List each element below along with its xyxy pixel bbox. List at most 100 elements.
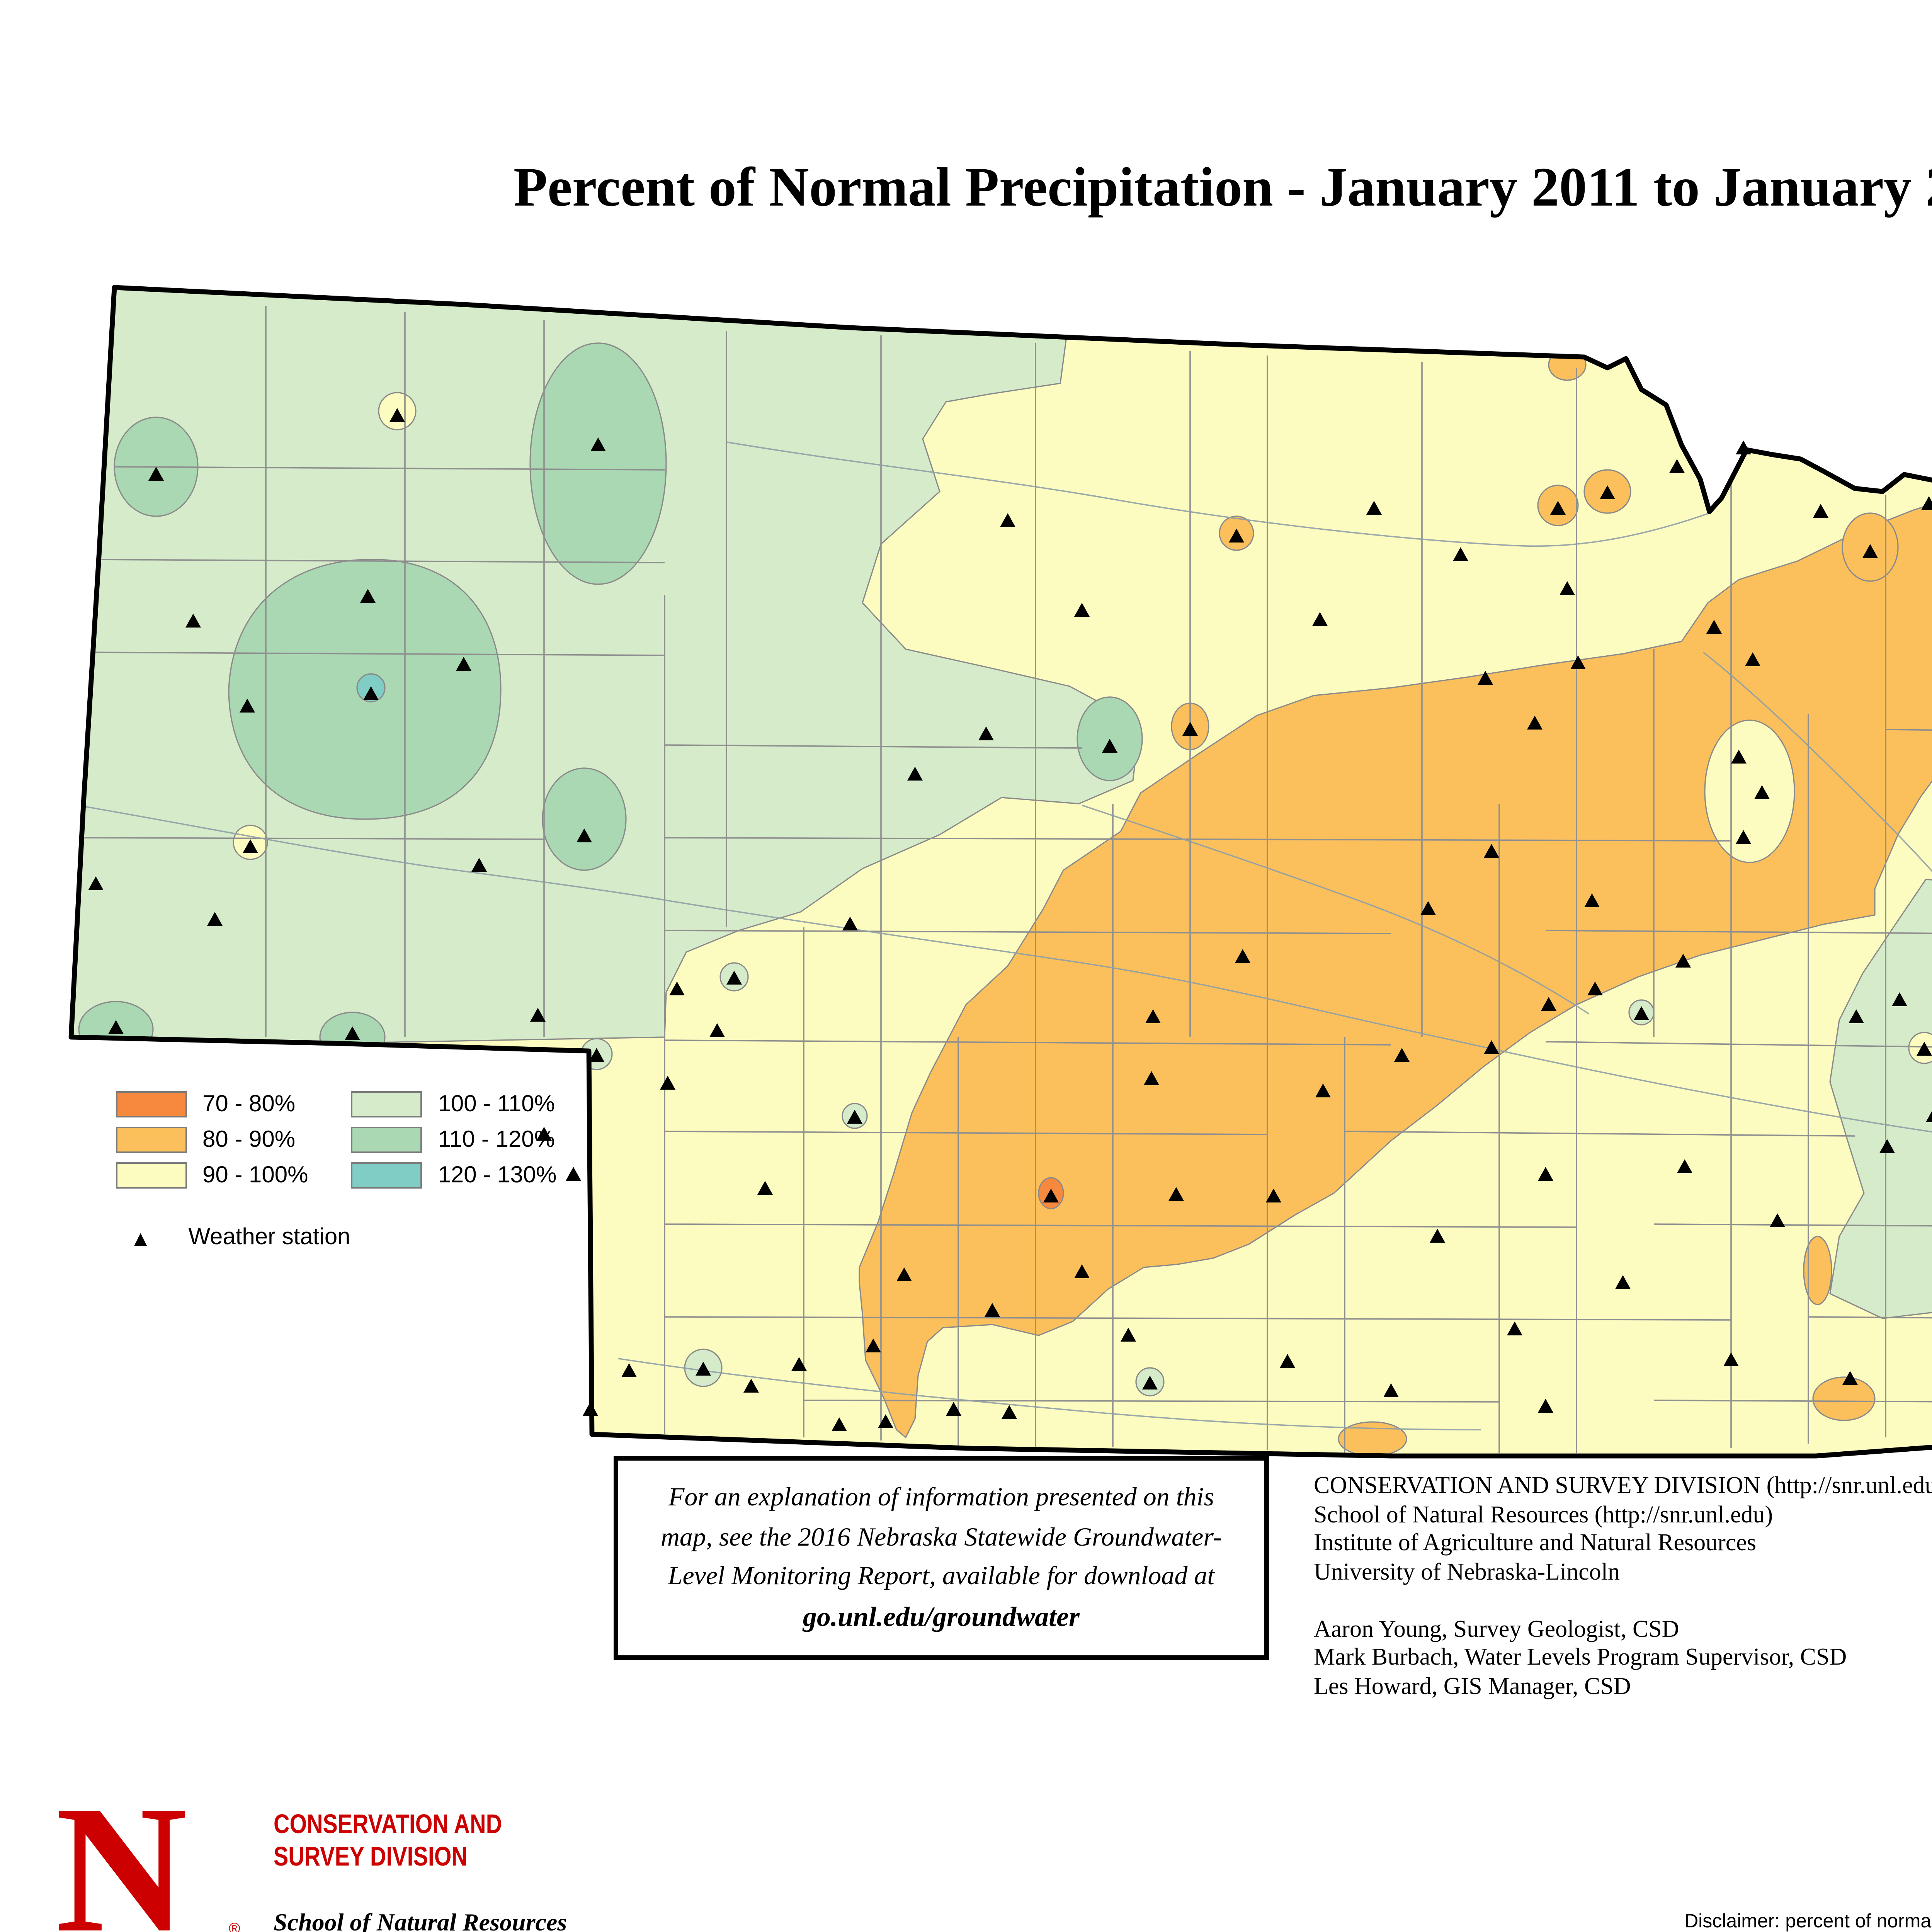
weather-station-marker xyxy=(1235,949,1250,963)
text-line: School of Natural Resources (http://snr.… xyxy=(1314,1502,1773,1528)
unl-n-logo: N xyxy=(56,1768,187,1932)
weather-station-marker xyxy=(389,408,405,422)
weather-station-marker xyxy=(590,437,606,451)
state-border xyxy=(68,285,1932,1459)
weather-station-marker xyxy=(456,657,471,671)
weather-station-marker xyxy=(577,828,592,842)
weather-station-marker xyxy=(1892,992,1907,1006)
legend-swatch xyxy=(116,1127,187,1153)
registered-mark-icon: ® xyxy=(229,1921,240,1932)
weather-station-marker xyxy=(1754,785,1770,799)
weather-station-marker xyxy=(621,1363,637,1377)
text-line: Mark Burbach, Water Levels Program Super… xyxy=(1314,1645,1847,1671)
legend-label: 70 - 80% xyxy=(202,1091,296,1117)
weather-station-marker xyxy=(946,1402,961,1416)
weather-station-marker xyxy=(1669,459,1685,473)
weather-station-marker xyxy=(88,876,104,890)
weather-station-marker xyxy=(1366,501,1382,515)
region-blob-110-120 xyxy=(542,767,627,871)
legend-item-100-110-: 100 - 110% xyxy=(351,1091,557,1117)
weather-station-marker xyxy=(185,614,201,628)
legend-item-90-100-: 90 - 100% xyxy=(116,1162,308,1189)
weather-station-marker xyxy=(1507,1321,1522,1335)
legend-swatch xyxy=(351,1127,423,1153)
river-line xyxy=(726,441,1710,547)
weather-station-marker xyxy=(148,467,164,481)
weather-station-marker xyxy=(1527,716,1543,730)
text-line: Les Howard, GIS Manager, CSD xyxy=(1314,1673,1631,1699)
weather-station-marker xyxy=(1000,513,1015,527)
weather-station-marker xyxy=(1813,504,1828,518)
weather-station-marker xyxy=(536,1127,552,1141)
weather-station-marker xyxy=(566,1167,581,1181)
weather-station-marker xyxy=(1879,1139,1895,1153)
info-box-line: For an explanation of information presen… xyxy=(668,1483,1214,1512)
weather-station-marker xyxy=(243,839,258,853)
map-legend: 70 - 80% 80 - 90% 90 - 100% 100 - 110% 110 -… xyxy=(116,1091,557,1189)
weather-station-marker xyxy=(1144,1071,1159,1085)
weather-station-marker xyxy=(669,981,685,995)
weather-station-marker xyxy=(1102,739,1117,753)
weather-station-marker xyxy=(791,1357,807,1371)
weather-station-marker xyxy=(696,1362,711,1376)
legend-column: 100 - 110% 110 - 120% 120 - 130% xyxy=(351,1091,557,1189)
region-spot-80-90 xyxy=(1803,1236,1832,1305)
region-hole-90-100 xyxy=(1704,719,1795,863)
weather-station-marker xyxy=(1002,1405,1017,1419)
weather-station-marker xyxy=(878,1414,893,1428)
weather-station-marker xyxy=(1570,655,1586,669)
weather-station-marker xyxy=(985,1303,1000,1317)
weather-station-marker xyxy=(1315,1083,1331,1097)
text-line: CONSERVATION AND SURVEY DIVISION (http:/… xyxy=(1314,1473,1932,1499)
weather-station-marker xyxy=(896,1267,912,1281)
weather-station-marker xyxy=(583,1402,598,1416)
weather-station-marker xyxy=(1600,485,1615,499)
text-line: Institute of Agriculture and Natural Res… xyxy=(1314,1530,1756,1556)
weather-station-marker xyxy=(1731,750,1747,764)
legend-label: 120 - 130% xyxy=(438,1162,557,1189)
weather-station-marker xyxy=(1145,1009,1161,1023)
weather-station-marker xyxy=(1587,981,1603,995)
info-box: For an explanation of information presen… xyxy=(614,1456,1269,1660)
weather-station-marker xyxy=(1849,1009,1864,1023)
legend-label: 100 - 110% xyxy=(438,1091,555,1117)
weather-station-marker xyxy=(1121,1328,1136,1342)
weather-station-marker xyxy=(842,917,858,930)
region-hole-90-100 xyxy=(71,451,94,570)
weather-station-label: Weather station xyxy=(188,1224,350,1250)
weather-station-marker xyxy=(847,1110,862,1124)
weather-station-marker xyxy=(1926,1111,1932,1122)
weather-station-marker xyxy=(1770,1213,1785,1227)
legend-swatch xyxy=(351,1091,423,1117)
weather-station-marker xyxy=(1921,496,1932,510)
weather-station-marker xyxy=(726,971,742,985)
weather-station-marker xyxy=(866,1338,881,1352)
logo-org-name: CONSERVATION AND SURVEY DIVISION xyxy=(274,1808,502,1871)
weather-station-marker xyxy=(1706,620,1722,634)
legend-item-80-90-: 80 - 90% xyxy=(116,1127,308,1153)
weather-station-marker xyxy=(363,686,379,700)
weather-station-marker xyxy=(360,589,376,603)
credits-people: Aaron Young, Survey Geologist, CSD Mark B… xyxy=(1314,1616,1932,1702)
weather-station-marker xyxy=(1484,1040,1499,1054)
text-line: Aaron Young, Survey Geologist, CSD xyxy=(1314,1616,1679,1642)
weather-station-marker xyxy=(1043,1189,1059,1202)
weather-station-marker xyxy=(207,912,223,926)
weather-station-marker xyxy=(1675,954,1691,968)
weather-station-marker xyxy=(1280,1354,1295,1368)
logo-school-name: School of Natural Resources xyxy=(274,1910,567,1932)
weather-station-marker xyxy=(1168,1187,1184,1201)
weather-station-marker xyxy=(832,1417,847,1431)
weather-station-marker xyxy=(1394,1048,1410,1062)
legend-swatch xyxy=(116,1162,187,1189)
weather-station-marker xyxy=(907,767,923,781)
weather-stations xyxy=(88,408,1932,1431)
info-box-line: map, see the 2016 Nebraska Statewide Gro… xyxy=(660,1522,1222,1551)
weather-station-marker xyxy=(1266,1189,1281,1202)
weather-station-marker xyxy=(1420,901,1436,915)
weather-station-marker xyxy=(1736,440,1751,454)
weather-station-icon: ▲ xyxy=(130,1225,151,1250)
weather-station-marker xyxy=(1430,1229,1445,1243)
weather-station-marker xyxy=(1312,612,1328,626)
county-boundaries xyxy=(80,306,1932,1453)
